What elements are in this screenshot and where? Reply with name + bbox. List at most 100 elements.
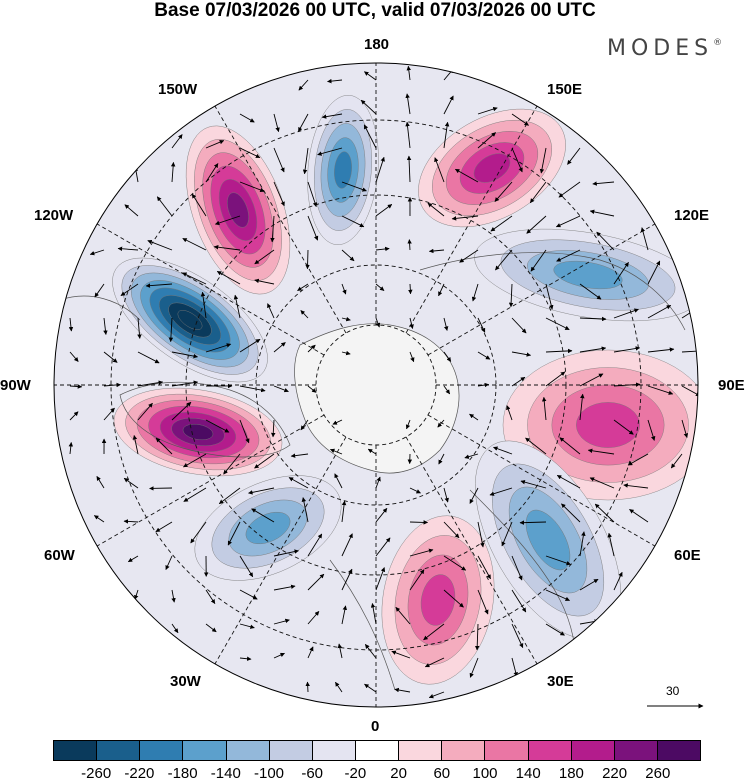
wind-vector bbox=[477, 382, 490, 388]
positive-anomaly-contour bbox=[420, 574, 456, 626]
wind-vector bbox=[561, 503, 581, 523]
wind-vector bbox=[147, 239, 173, 251]
colorbar bbox=[53, 740, 701, 761]
wind-vector bbox=[647, 347, 675, 353]
wind-vector bbox=[408, 283, 413, 295]
colorbar-tick-label: -220 bbox=[124, 765, 155, 782]
wind-vector bbox=[375, 476, 381, 489]
wind-vector bbox=[307, 573, 325, 591]
wind-vector bbox=[438, 453, 445, 465]
wind-vector bbox=[182, 272, 207, 285]
wind-vector bbox=[409, 487, 421, 494]
wind-vector bbox=[375, 317, 381, 328]
wind-vector bbox=[438, 283, 445, 297]
wind-vector bbox=[681, 385, 698, 397]
wind-vector bbox=[443, 487, 449, 503]
wind-vector bbox=[640, 227, 649, 251]
meridian-line bbox=[214, 436, 347, 665]
wind-vector bbox=[647, 260, 661, 285]
wind-vector bbox=[271, 419, 276, 438]
wind-vector bbox=[647, 385, 674, 395]
wind-vector bbox=[273, 652, 285, 659]
wind-vector bbox=[171, 380, 199, 387]
wind-vector bbox=[300, 310, 309, 319]
wind-vector bbox=[477, 132, 496, 149]
wind-vector bbox=[69, 384, 83, 389]
meridian-line bbox=[214, 105, 347, 334]
label-lon-120e: 120E bbox=[674, 207, 710, 224]
wind-vector bbox=[434, 157, 445, 183]
wind-vector bbox=[335, 681, 343, 693]
wind-vector bbox=[409, 569, 425, 591]
positive-anomaly-contour bbox=[576, 402, 640, 448]
wind-vector bbox=[395, 606, 411, 625]
wind-vector bbox=[239, 385, 266, 393]
wind-vector bbox=[525, 437, 547, 455]
wind-vector bbox=[364, 644, 377, 659]
wind-vector bbox=[254, 249, 275, 265]
wind-vector bbox=[205, 589, 216, 604]
wind-vector bbox=[375, 537, 391, 557]
wind-vector bbox=[490, 215, 513, 232]
wind-vector bbox=[341, 316, 351, 322]
label-lon-90w: 90W bbox=[0, 377, 31, 394]
wind-vector bbox=[307, 385, 317, 393]
label-lon-60e: 60E bbox=[674, 547, 701, 564]
wind-vector bbox=[183, 453, 207, 468]
wind-vector bbox=[526, 215, 547, 234]
wind-vector bbox=[443, 317, 449, 331]
wind-vector bbox=[213, 244, 241, 251]
wind-vector bbox=[341, 283, 347, 295]
wind-vector bbox=[321, 113, 343, 119]
colorbar-segment bbox=[442, 741, 486, 760]
wind-vector bbox=[297, 113, 309, 132]
wind-vector bbox=[329, 448, 343, 455]
positive-anomaly-contour bbox=[473, 153, 511, 183]
wind-vector bbox=[127, 555, 139, 563]
wind-vector bbox=[341, 568, 353, 591]
wind-vector bbox=[391, 650, 411, 659]
wind-vector bbox=[511, 657, 518, 677]
meridian-line bbox=[405, 105, 538, 334]
wind-vector bbox=[508, 283, 514, 308]
wind-vector bbox=[239, 656, 252, 661]
wind-vector bbox=[375, 567, 386, 591]
wind-vector bbox=[545, 348, 573, 354]
wind-vector bbox=[539, 147, 547, 174]
wind-vector bbox=[317, 147, 343, 156]
wind-vector bbox=[477, 106, 498, 115]
wind-vector bbox=[623, 483, 649, 489]
wind-vector bbox=[239, 419, 250, 444]
brand-name: MODES bbox=[607, 36, 714, 61]
wind-vector bbox=[300, 419, 309, 431]
wind-vector bbox=[406, 155, 412, 183]
wind-vector bbox=[137, 317, 142, 339]
wind-vector bbox=[190, 521, 207, 544]
colorbar-tick-label: 20 bbox=[390, 765, 407, 782]
wind-vector bbox=[511, 147, 523, 173]
wind-vector bbox=[489, 487, 513, 496]
wind-vector bbox=[233, 294, 241, 319]
wind-vector bbox=[647, 419, 656, 441]
wind-vector bbox=[205, 163, 219, 183]
label-lon-60w: 60W bbox=[44, 547, 75, 564]
wind-vector bbox=[545, 283, 554, 310]
meridian-line bbox=[427, 414, 656, 547]
wind-vector bbox=[214, 215, 241, 226]
colorbar-tick-label: 260 bbox=[645, 765, 671, 782]
reference-vector-label: 30 bbox=[666, 684, 680, 698]
wind-vector bbox=[494, 181, 513, 202]
negative-anomaly-contour bbox=[525, 509, 571, 571]
colorbar-segment bbox=[571, 741, 615, 760]
wind-vector bbox=[341, 500, 347, 523]
wind-vector bbox=[341, 181, 367, 192]
wind-vector bbox=[406, 65, 412, 81]
wind-vector bbox=[495, 249, 513, 271]
wind-vector bbox=[613, 308, 639, 319]
negative-anomaly-contour bbox=[177, 310, 203, 330]
wind-vector bbox=[443, 351, 452, 362]
wind-vector bbox=[254, 453, 275, 469]
wind-vector bbox=[613, 262, 629, 285]
wind-vector bbox=[205, 623, 217, 633]
wind-vector bbox=[171, 589, 176, 603]
